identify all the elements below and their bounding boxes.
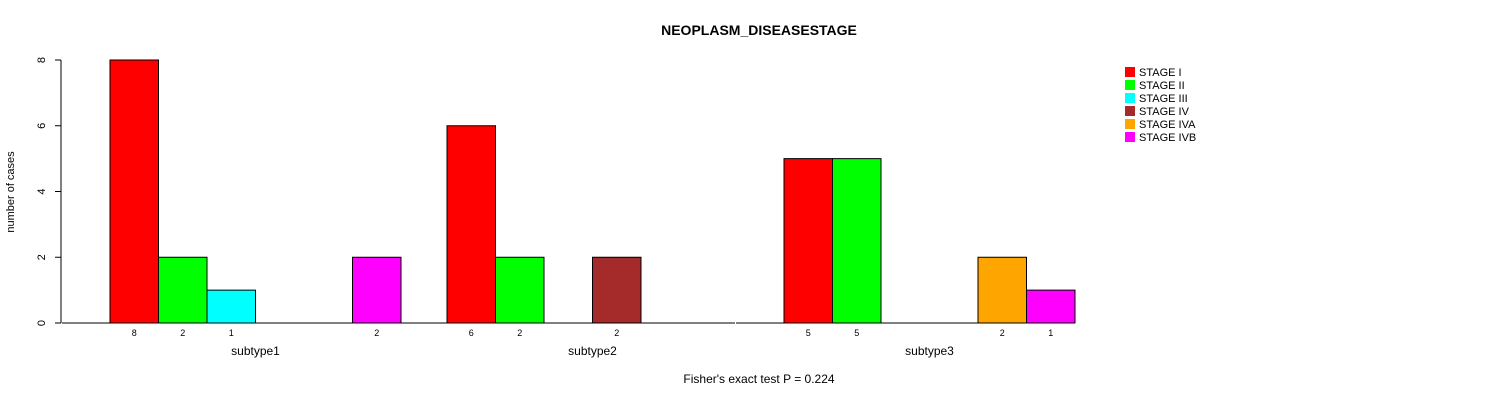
bar-value-label: 2 <box>180 328 185 338</box>
bar <box>977 256 1027 324</box>
legend-swatch <box>1125 93 1135 103</box>
category-label: subtype3 <box>905 344 954 358</box>
x-axis-label: Fisher's exact test P = 0.224 <box>683 372 834 386</box>
legend-swatch <box>1125 67 1135 77</box>
bar <box>832 158 882 324</box>
legend-item: STAGE IVB <box>1125 132 1196 144</box>
bar-value-label: 2 <box>1000 328 1005 338</box>
bar-value-label: 2 <box>614 328 619 338</box>
y-axis-label: number of cases <box>5 151 17 233</box>
bar-value-label: 1 <box>229 328 234 338</box>
bar <box>446 125 496 324</box>
legend-item: STAGE IV <box>1125 106 1190 118</box>
panel-subtype3: 5 5 2 1 subtype3 <box>736 158 1076 358</box>
panel-subtype1: 8 2 1 2 subtype1 <box>62 59 402 358</box>
bar-value-label: 5 <box>854 328 859 338</box>
legend-label: STAGE IV <box>1139 106 1190 118</box>
bar-value-label: 5 <box>806 328 811 338</box>
legend-label: STAGE I <box>1139 67 1182 79</box>
bar-value-label: 2 <box>517 328 522 338</box>
bar-value-label: 6 <box>469 328 474 338</box>
bar <box>109 59 159 324</box>
bar <box>1026 289 1076 324</box>
y-tick-label: 8 <box>36 57 48 63</box>
category-label: subtype1 <box>231 344 280 358</box>
bar-value-label: 8 <box>132 328 137 338</box>
bar <box>495 256 545 324</box>
legend-label: STAGE IVB <box>1139 132 1196 144</box>
legend-label: STAGE IVA <box>1139 119 1196 131</box>
bar <box>352 256 402 324</box>
legend-swatch <box>1125 106 1135 116</box>
legend-item: STAGE I <box>1125 67 1182 79</box>
legend-swatch <box>1125 119 1135 129</box>
category-label: subtype2 <box>568 344 617 358</box>
bar-value-label: 1 <box>1048 328 1053 338</box>
bar <box>783 158 833 324</box>
bar <box>206 289 256 324</box>
legend-item: STAGE II <box>1125 80 1185 92</box>
legend-swatch <box>1125 80 1135 90</box>
bar <box>158 256 208 324</box>
y-tick-label: 2 <box>36 254 48 260</box>
legend-item: STAGE IVA <box>1125 119 1196 131</box>
chart-title: NEOPLASM_DISEASESTAGE <box>661 22 857 38</box>
bar-value-label: 2 <box>374 328 379 338</box>
legend-swatch <box>1125 132 1135 142</box>
legend-label: STAGE II <box>1139 80 1185 92</box>
legend-label: STAGE III <box>1139 93 1188 105</box>
y-tick-label: 6 <box>36 123 48 129</box>
panel-subtype2: 6 2 2 subtype2 <box>399 125 735 358</box>
bar <box>592 256 642 324</box>
y-tick-label: 4 <box>36 188 48 194</box>
legend-item: STAGE III <box>1125 93 1188 105</box>
y-tick-label: 0 <box>36 320 48 326</box>
